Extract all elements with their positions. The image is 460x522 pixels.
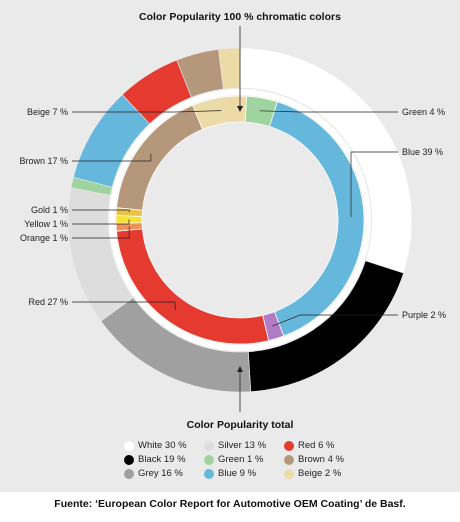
- legend-swatch: [284, 440, 294, 451]
- leader-yellow: [72, 219, 130, 225]
- label-blue: Blue 39 %: [402, 147, 443, 157]
- legend-label: Red 6 %: [298, 440, 335, 451]
- legend-label: Brown 4 %: [298, 454, 344, 465]
- outer-chart-title: Color Popularity total: [187, 419, 294, 431]
- legend-item-black: Black 19 %: [124, 454, 204, 465]
- inner-title-arrowhead: [237, 106, 243, 112]
- legend-label: Silver 13 %: [218, 440, 267, 451]
- legend-swatch: [124, 454, 134, 465]
- legend-swatch: [204, 468, 214, 479]
- legend-item-blue: Blue 9 %: [204, 468, 284, 479]
- leader-purple: [272, 314, 398, 327]
- legend-item-silver: Silver 13 %: [204, 440, 284, 451]
- legend-swatch: [284, 454, 294, 465]
- legend-swatch: [124, 468, 134, 479]
- leader-green: [259, 110, 398, 113]
- label-purple: Purple 2 %: [402, 310, 446, 320]
- leader-red: [72, 301, 176, 311]
- legend-item-white: White 30 %: [124, 440, 204, 451]
- label-gold: Gold 1 %: [31, 205, 68, 215]
- slice-labels: Green 4 % Blue 39 % Purple 2 % Red 27 % Oran…: [19, 107, 446, 327]
- legend-label: Grey 16 %: [138, 468, 183, 479]
- leader-beige: [72, 110, 222, 113]
- inner-slice-beige: [192, 95, 247, 130]
- source-caption: Fuente: ‘European Color Report for Autom…: [54, 498, 406, 510]
- legend-label: White 30 %: [138, 440, 187, 451]
- legend-item-grey: Grey 16 %: [124, 468, 204, 479]
- ring-separator: [109, 89, 371, 351]
- legend-label: Beige 2 %: [298, 468, 342, 479]
- label-orange: Orange 1 %: [20, 233, 68, 243]
- outer-ring: [67, 47, 413, 393]
- legend-label: Blue 9 %: [218, 468, 257, 479]
- legend-swatch: [124, 440, 134, 451]
- legend-label: Black 19 %: [138, 454, 186, 465]
- inner-ring: [115, 95, 365, 345]
- legend-swatch: [204, 440, 214, 451]
- label-beige: Beige 7 %: [27, 107, 68, 117]
- leader-orange: [72, 226, 130, 239]
- legend: White 30 % Silver 13 % Red 6 % Black 19 % Gr…: [124, 440, 364, 479]
- leader-gold: [72, 209, 130, 213]
- legend-swatch: [204, 454, 214, 465]
- label-green: Green 4 %: [402, 107, 445, 117]
- legend-item-brown: Brown 4 %: [284, 454, 364, 465]
- outer-title-arrowhead: [237, 366, 243, 372]
- leader-brown: [72, 153, 152, 162]
- legend-label: Green 1 %: [218, 454, 264, 465]
- legend-item-beige: Beige 2 %: [284, 468, 364, 479]
- leader-blue: [350, 151, 398, 217]
- chart-panel: Color Popularity 100 % chromatic colors …: [0, 0, 460, 492]
- legend-item-green: Green 1 %: [204, 454, 284, 465]
- label-brown: Brown 17 %: [19, 156, 68, 166]
- label-yellow: Yellow 1 %: [24, 219, 68, 229]
- legend-swatch: [284, 468, 294, 479]
- inner-chart-title: Color Popularity 100 % chromatic colors: [139, 11, 341, 23]
- label-red: Red 27 %: [28, 297, 68, 307]
- donut-chart: Color Popularity 100 % chromatic colors …: [19, 11, 446, 431]
- outer-slice-white: [239, 47, 413, 274]
- annotations: [237, 26, 243, 412]
- legend-item-red: Red 6 %: [284, 440, 364, 451]
